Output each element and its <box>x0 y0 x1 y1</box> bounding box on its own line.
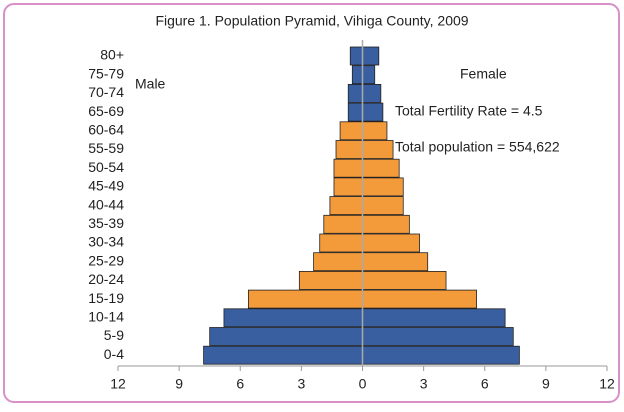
chart-title: Figure 1. Population Pyramid, Vihiga Cou… <box>155 13 468 29</box>
bar <box>347 84 363 103</box>
bar <box>349 46 363 66</box>
bar <box>362 214 410 234</box>
bar <box>362 177 404 197</box>
y-tick-label: 20-24 <box>88 271 124 287</box>
bar <box>362 233 420 253</box>
bar <box>333 158 363 178</box>
male-label: Male <box>135 76 166 92</box>
bar <box>362 102 384 122</box>
x-tick-label: 0 <box>359 376 367 392</box>
x-tick-label: 3 <box>420 376 428 392</box>
female-label: Female <box>460 66 507 82</box>
bar <box>347 102 363 122</box>
bar <box>203 345 363 365</box>
y-tick-label: 5-9 <box>104 327 124 343</box>
x-tick-label: 6 <box>481 376 489 392</box>
annotation: Total population = 554,622 <box>395 139 560 155</box>
bar <box>247 289 363 309</box>
x-tick-label: 6 <box>236 376 244 392</box>
y-tick-label: 80+ <box>100 47 124 63</box>
x-tick-label: 3 <box>297 376 305 392</box>
bar <box>362 308 506 328</box>
bar <box>362 84 382 103</box>
x-tick-label: 9 <box>175 376 183 392</box>
y-tick-label: 30-34 <box>88 234 124 250</box>
bar <box>313 252 363 272</box>
y-tick-label: 0-4 <box>104 346 124 362</box>
bar <box>333 177 363 197</box>
bar <box>362 270 447 290</box>
bar <box>362 158 400 178</box>
y-tick-label: 70-74 <box>88 84 124 100</box>
x-tick-label: 9 <box>542 376 550 392</box>
bar <box>329 196 363 216</box>
bar <box>335 140 363 159</box>
bar <box>362 46 380 66</box>
bar <box>362 196 404 216</box>
bar <box>362 327 514 346</box>
y-tick-label: 50-54 <box>88 159 124 175</box>
y-tick-label: 25-29 <box>88 252 124 268</box>
y-tick-label: 65-69 <box>88 103 124 119</box>
bar <box>362 121 388 141</box>
y-tick-label: 40-44 <box>88 196 124 212</box>
x-tick-label: 12 <box>110 376 126 392</box>
y-tick-label: 35-39 <box>88 215 124 231</box>
bar <box>362 345 520 365</box>
bar <box>339 121 363 141</box>
bar <box>362 140 394 159</box>
bar <box>209 327 363 346</box>
bar <box>223 308 363 328</box>
y-tick-label: 10-14 <box>88 309 124 325</box>
bar <box>323 214 363 234</box>
y-tick-label: 55-59 <box>88 140 124 156</box>
bar <box>298 270 363 290</box>
y-tick-label: 60-64 <box>88 122 124 138</box>
bar <box>362 289 477 309</box>
x-tick-label: 12 <box>599 376 615 392</box>
bar <box>362 65 376 85</box>
y-tick-label: 15-19 <box>88 290 124 306</box>
annotation: Total Fertility Rate = 4.5 <box>395 103 543 119</box>
y-tick-label: 75-79 <box>88 65 124 81</box>
bar <box>319 233 363 253</box>
bar <box>351 65 363 85</box>
y-tick-label: 45-49 <box>88 178 124 194</box>
bar <box>362 252 429 272</box>
